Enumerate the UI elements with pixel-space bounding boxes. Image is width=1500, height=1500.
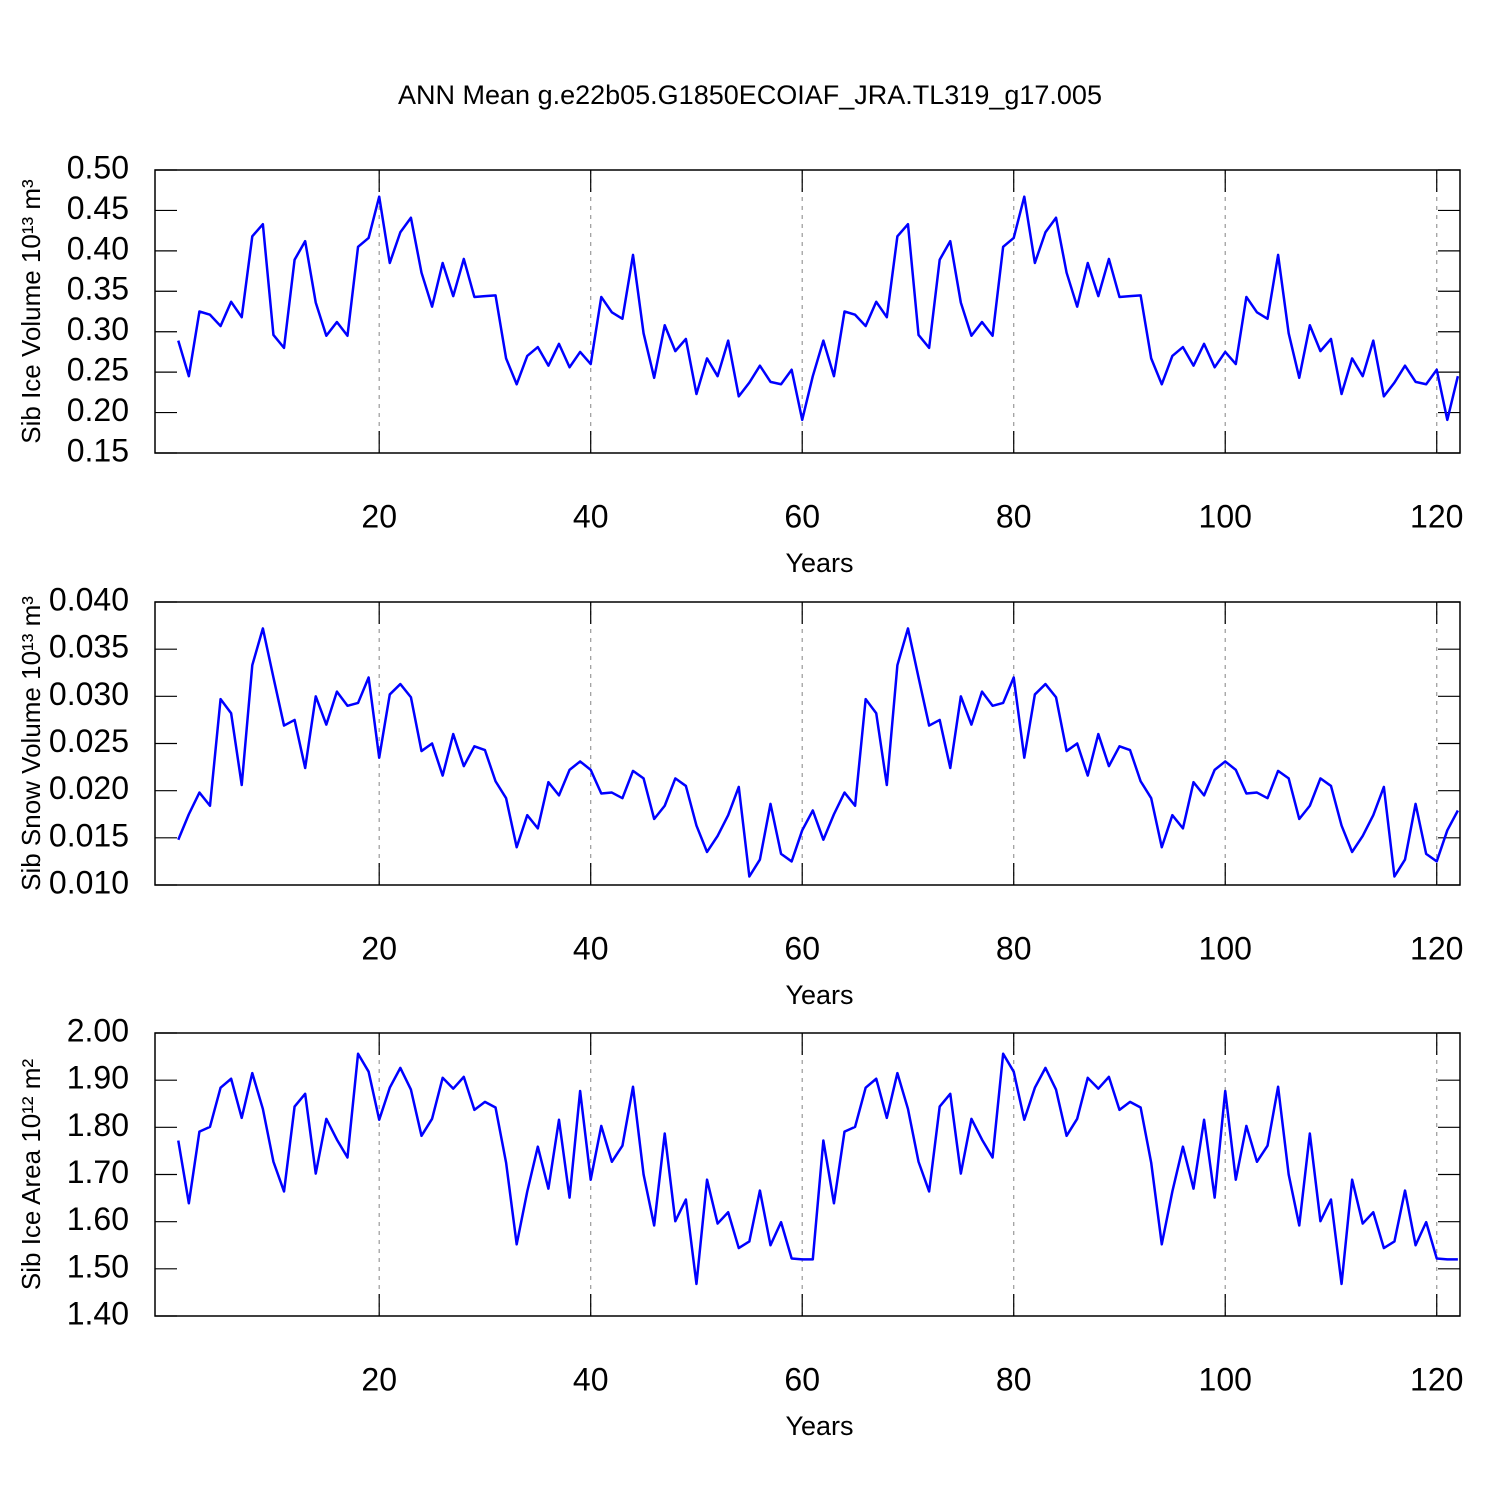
x-tick-label: 80 [996,498,1032,534]
x-tick-label: 20 [361,930,397,966]
y-tick-label: 0.50 [67,149,129,185]
panel: 20 40 60 80 100 120 1.40 1.50 1.60 1.70 1.80 1.90 2.… [16,1012,1464,1441]
y-axis-label: Sib Snow Volume 10¹³ m³ [16,596,46,891]
y-tick-label: 0.015 [49,817,129,853]
x-tick-label: 20 [361,1361,397,1397]
x-tick-label: 120 [1410,930,1463,966]
plot-frame [154,1032,1461,1317]
y-tick-label: 0.35 [67,271,129,307]
x-tick-label: 40 [573,930,609,966]
y-tick-label: 0.025 [49,723,129,759]
data-line [177,1052,1458,1286]
plot-frame [154,601,1461,886]
plot-frame [154,169,1461,454]
x-tick-label: 60 [784,930,820,966]
y-tick-label: 1.70 [67,1154,129,1190]
x-tick-label: 100 [1199,1361,1252,1397]
y-tick-label: 0.30 [67,311,129,347]
x-tick-label: 100 [1199,930,1252,966]
x-tick-label: 100 [1199,498,1252,534]
y-tick-label: 0.45 [67,190,129,226]
x-axis-label: Years [785,1411,853,1441]
y-tick-label: 0.010 [49,864,129,900]
x-tick-label: 60 [784,498,820,534]
y-axis-label: Sib Ice Area 10¹² m² [16,1059,46,1291]
y-tick-label: 0.020 [49,770,129,806]
y-tick-label: 2.00 [67,1012,129,1048]
y-tick-label: 0.030 [49,676,129,712]
y-tick-label: 1.50 [67,1248,129,1284]
panel: 20 40 60 80 100 120 0.15 0.20 0.25 0.30 0.35 0.40 0.… [16,149,1464,578]
panel: 20 40 60 80 100 120 0.010 0.015 0.020 0.025 0.030 0… [16,581,1464,1010]
x-tick-label: 20 [361,498,397,534]
y-tick-label: 1.60 [67,1201,129,1237]
data-line [177,627,1459,878]
x-tick-label: 40 [573,1361,609,1397]
data-line [177,195,1460,422]
x-tick-label: 40 [573,498,609,534]
figure-title: ANN Mean g.e22b05.G1850ECOIAF_JRA.TL319_… [398,80,1102,110]
y-axis-label: Sib Ice Volume 10¹³ m³ [16,179,46,444]
x-axis-label: Years [785,548,853,578]
y-tick-label: 0.25 [67,352,129,388]
y-tick-label: 0.040 [49,581,129,617]
x-axis-label: Years [785,980,853,1010]
y-tick-label: 1.80 [67,1107,129,1143]
x-tick-label: 80 [996,930,1032,966]
x-tick-label: 60 [784,1361,820,1397]
y-tick-label: 1.90 [67,1060,129,1096]
y-tick-label: 1.40 [67,1295,129,1331]
x-tick-label: 120 [1410,1361,1463,1397]
y-tick-label: 0.035 [49,629,129,665]
x-tick-label: 120 [1410,498,1463,534]
y-tick-label: 0.15 [67,432,129,468]
y-tick-label: 0.40 [67,230,129,266]
y-tick-label: 0.20 [67,392,129,428]
x-tick-label: 80 [996,1361,1032,1397]
